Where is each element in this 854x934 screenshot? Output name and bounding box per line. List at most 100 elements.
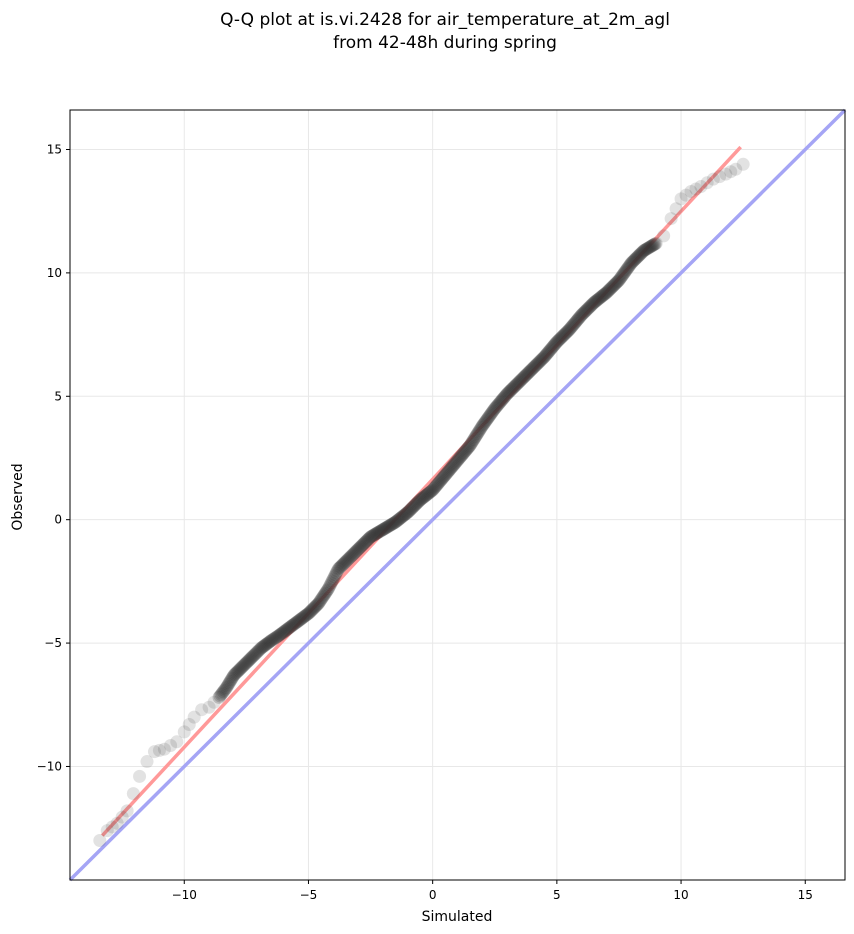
data-point (632, 248, 646, 262)
data-point (253, 642, 267, 656)
data-point (424, 485, 438, 499)
data-point (481, 411, 495, 425)
data-point (272, 629, 286, 643)
data-point (475, 419, 489, 433)
data-point (423, 485, 437, 499)
data-point (309, 599, 323, 613)
data-point (684, 184, 698, 198)
data-point (657, 229, 671, 243)
data-point (689, 182, 703, 196)
data-point (418, 489, 432, 503)
data-point (639, 243, 653, 257)
data-point (567, 317, 581, 331)
y-tick-label: 10 (47, 266, 62, 280)
data-point (383, 519, 397, 533)
data-point (403, 503, 417, 517)
data-point (157, 742, 171, 756)
data-point (463, 439, 477, 453)
data-point (251, 644, 265, 658)
data-point (230, 665, 244, 679)
data-point (487, 403, 501, 417)
x-axis-label: Simulated (422, 909, 493, 925)
data-point (350, 543, 364, 557)
data-point (351, 542, 365, 556)
data-point (427, 482, 441, 496)
data-point (547, 338, 561, 352)
data-point (626, 254, 640, 268)
data-point (597, 288, 611, 302)
data-point (512, 375, 526, 389)
data-point (606, 279, 620, 293)
data-point (593, 291, 607, 305)
data-point (520, 367, 534, 381)
data-point (456, 447, 470, 461)
data-point (620, 263, 634, 277)
data-point (399, 507, 413, 521)
data-point (602, 283, 616, 297)
data-point (254, 641, 268, 655)
data-point (265, 633, 279, 647)
data-point (242, 653, 256, 667)
data-point (410, 496, 424, 510)
data-point (355, 538, 369, 552)
data-point (296, 611, 309, 625)
data-point (252, 643, 266, 657)
data-point (636, 245, 650, 259)
data-point (622, 259, 636, 273)
data-point (637, 244, 651, 258)
data-point (531, 356, 545, 370)
data-point (257, 639, 271, 653)
data-point (126, 787, 140, 801)
data-point (373, 524, 387, 538)
data-point (640, 242, 654, 256)
data-point (164, 738, 178, 752)
data-point (304, 604, 318, 617)
data-point (634, 247, 648, 261)
x-tick-label: −10 (172, 888, 197, 902)
data-point (491, 398, 505, 412)
data-point (638, 243, 652, 257)
data-point (214, 688, 228, 702)
data-point (484, 407, 498, 421)
data-point (262, 635, 276, 649)
data-point (679, 188, 693, 202)
data-point (395, 510, 409, 524)
data-point (674, 192, 688, 206)
data-point (411, 495, 425, 509)
data-point (240, 655, 254, 669)
data-point (220, 679, 234, 693)
data-point (621, 261, 635, 275)
data-point (582, 300, 596, 314)
data-point (419, 488, 433, 502)
data-point (415, 491, 429, 505)
data-point (595, 289, 609, 303)
data-point (218, 682, 232, 696)
data-point (249, 646, 263, 660)
data-point (362, 532, 376, 546)
data-point (431, 476, 445, 490)
grid-lines (70, 110, 845, 880)
data-point (534, 354, 548, 368)
data-point (421, 487, 435, 501)
data-point (736, 157, 750, 171)
data-point (352, 541, 366, 555)
data-point (631, 249, 645, 263)
data-point (266, 632, 280, 646)
data-point (280, 623, 294, 637)
data-point (503, 384, 517, 398)
data-point (195, 703, 209, 717)
data-point (237, 658, 251, 672)
data-point (509, 378, 523, 392)
data-point (432, 475, 446, 489)
data-point (558, 327, 572, 341)
data-point (452, 451, 466, 465)
data-point (389, 514, 403, 528)
data-point (516, 371, 530, 385)
data-point (346, 547, 360, 561)
data-point (152, 743, 166, 757)
data-point (457, 445, 471, 459)
data-point (380, 520, 394, 534)
data-point (694, 180, 708, 194)
data-point (245, 650, 259, 664)
